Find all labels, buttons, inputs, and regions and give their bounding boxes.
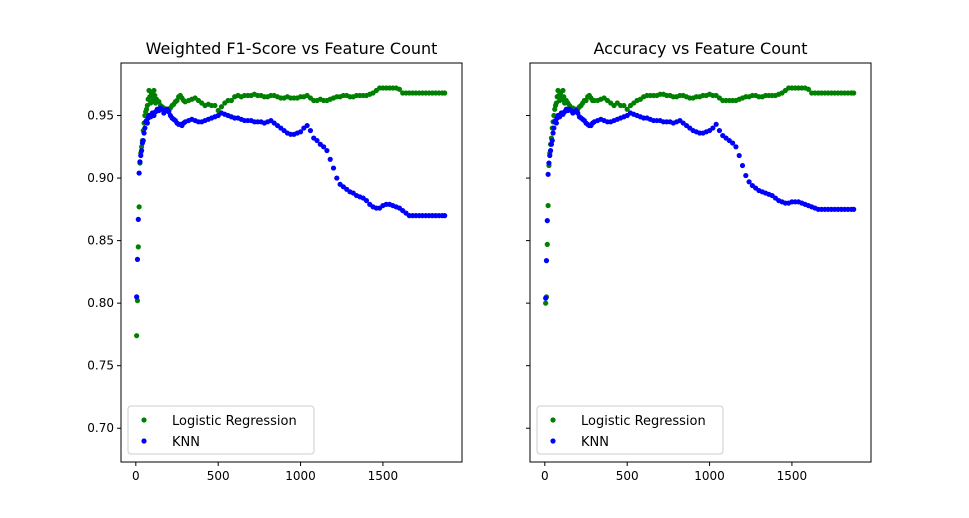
scatter-points [543,85,857,306]
legend-label-knn: KNN [581,435,609,450]
data-point [327,156,333,162]
data-point [134,333,140,339]
data-point [544,218,550,224]
data-point [547,147,554,154]
data-point [621,102,627,109]
data-point [545,171,551,177]
data-point [142,125,148,131]
data-point [546,160,552,166]
data-point [553,120,559,126]
series-knn [543,106,857,301]
data-point [543,300,549,306]
data-point [736,152,742,159]
data-point [307,127,314,134]
data-point [547,152,553,159]
x-tick-label: 1000 [694,469,725,483]
data-point [218,104,225,110]
data-point [140,137,146,144]
data-point [730,140,736,146]
data-point [733,144,739,150]
y-tick-label: 0.75 [87,359,114,373]
data-point [297,129,304,135]
data-point [314,137,320,144]
legend-marker-knn [141,438,147,444]
legend-box [127,405,315,455]
data-point [551,125,557,131]
panel-2: Accuracy vs Feature Count 0 500 1000 1500 Log… [526,39,872,483]
panel-1: Weighted F1-Score vs Feature Count 0 500 10… [87,39,463,483]
x-tick-label: 1000 [285,469,316,483]
x-tick-label: 0 [541,469,549,483]
data-point [134,256,141,262]
legend-marker-logistic-regression [141,417,147,423]
data-point [304,122,310,129]
legend-box [536,405,724,455]
data-point [321,144,327,150]
data-point [743,172,749,179]
data-point [137,159,143,165]
data-point [136,170,142,176]
data-point [135,216,141,222]
data-point [710,125,716,131]
legend: Logistic Regression KNN [127,405,315,455]
series-logistic-regression [543,85,857,306]
data-point [442,90,448,96]
data-point [713,121,719,127]
data-point [396,86,402,92]
data-point [330,165,337,171]
data-point [550,130,556,136]
x-tick-label: 0 [132,469,140,483]
data-point [134,294,140,300]
x-tick-label: 1500 [777,469,808,483]
legend: Logistic Regression KNN [536,405,724,455]
axes-frame [120,62,463,463]
x-tick-label: 500 [207,469,230,483]
y-tick-label: 0.80 [87,296,114,310]
y-tick-label: 0.90 [87,171,114,185]
data-point [141,130,147,136]
data-point [544,241,550,247]
data-point [334,175,340,181]
data-point [324,147,330,154]
legend-label-logistic-regression: Logistic Regression [172,414,297,429]
data-point [138,152,144,159]
data-point [851,90,857,96]
data-point [545,202,551,209]
data-point [739,162,746,169]
data-point [716,127,723,134]
data-point [560,87,566,94]
y-tick-label: 0.95 [87,109,114,123]
legend-label-knn: KNN [172,435,200,450]
x-tick-label: 500 [616,469,639,483]
data-point [746,179,752,185]
data-point [543,295,549,301]
data-point [136,204,142,210]
data-point [851,206,857,212]
chart-title: Weighted F1-Score vs Feature Count [146,39,438,58]
data-point [151,87,157,94]
legend-label-logistic-regression: Logistic Regression [581,414,706,429]
data-point [805,86,812,92]
scatter-points [134,85,448,339]
data-point [549,137,555,144]
x-tick-label: 1500 [368,469,399,483]
data-point [543,258,550,264]
y-tick-label: 0.70 [87,421,114,435]
data-point [212,102,218,109]
legend-marker-logistic-regression [550,417,556,423]
data-point [144,120,150,126]
y-tick-label: 0.85 [87,234,114,248]
data-point [228,97,234,104]
data-point [624,106,630,112]
data-point [135,244,141,250]
data-point [442,213,448,219]
axes-frame [529,62,872,463]
data-point [363,197,370,204]
data-point [138,147,145,154]
legend-marker-knn [550,438,556,444]
series-knn [134,105,448,300]
chart-title: Accuracy vs Feature Count [593,39,807,58]
